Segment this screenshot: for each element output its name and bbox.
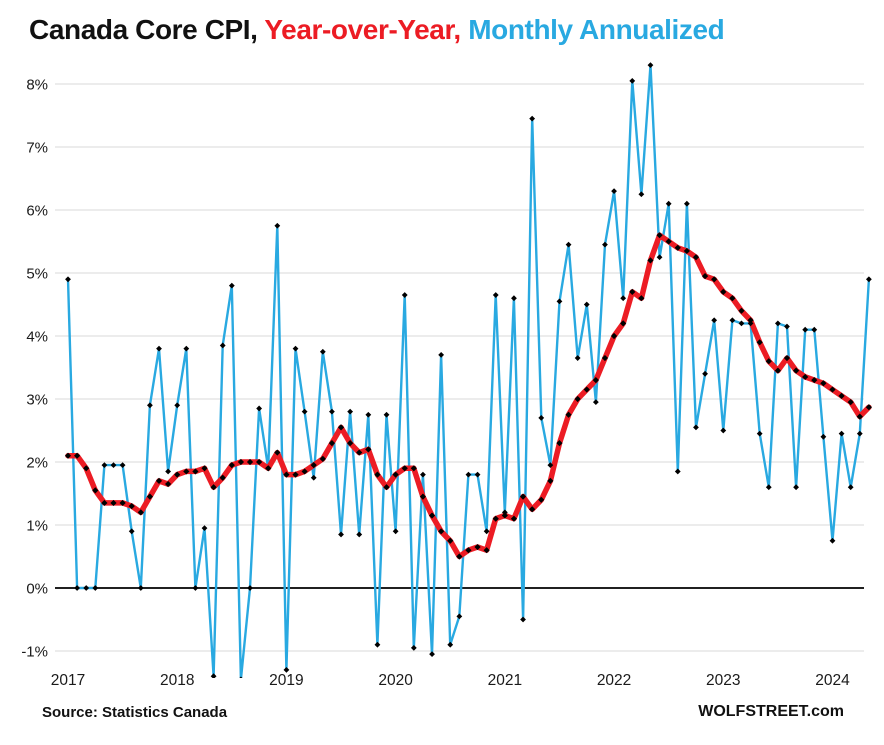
title-part-black: Canada Core CPI, bbox=[29, 14, 258, 45]
title-part-red: Year-over-Year, bbox=[257, 14, 461, 45]
y-tick-label-7: 7% bbox=[26, 140, 48, 157]
title-part-blue: Monthly Annualized bbox=[460, 14, 725, 45]
x-tick-label-2023: 2023 bbox=[706, 672, 740, 689]
cpi-chart: 8% 7% 6% 5% 4% 3% 2% 1% 0% -1%2017 2018 2019 2020 202… bbox=[21, 62, 872, 689]
wolfstreet-brand: WOLFSTREET.com bbox=[698, 703, 844, 720]
year-over-year-markers bbox=[64, 232, 872, 560]
chart-title: Canada Core CPI, Year-over-Year, Monthly… bbox=[29, 14, 725, 46]
x-tick-label-2020: 2020 bbox=[378, 672, 413, 689]
plot-area bbox=[64, 62, 872, 678]
y-tick-label--1: -1% bbox=[21, 644, 48, 661]
y-tick-label-4: 4% bbox=[26, 329, 48, 346]
y-tick-label-0: 0% bbox=[26, 581, 48, 598]
y-tick-label-5: 5% bbox=[26, 266, 48, 283]
source-note: Source: Statistics Canada bbox=[42, 704, 228, 721]
x-tick-label-2022: 2022 bbox=[597, 672, 631, 689]
x-tick-label-2019: 2019 bbox=[269, 672, 303, 689]
x-tick-label-2017: 2017 bbox=[51, 672, 85, 689]
y-tick-label-8: 8% bbox=[26, 77, 48, 94]
x-tick-label-2024: 2024 bbox=[815, 672, 850, 689]
x-tick-label-2018: 2018 bbox=[160, 672, 194, 689]
y-tick-label-1: 1% bbox=[26, 518, 48, 535]
x-tick-label-2021: 2021 bbox=[488, 672, 522, 689]
y-tick-label-6: 6% bbox=[26, 203, 48, 220]
y-tick-label-2: 2% bbox=[26, 455, 48, 472]
y-tick-label-3: 3% bbox=[26, 392, 48, 409]
chart-footer: Source: Statistics Canada WOLFSTREET.com bbox=[0, 698, 884, 728]
